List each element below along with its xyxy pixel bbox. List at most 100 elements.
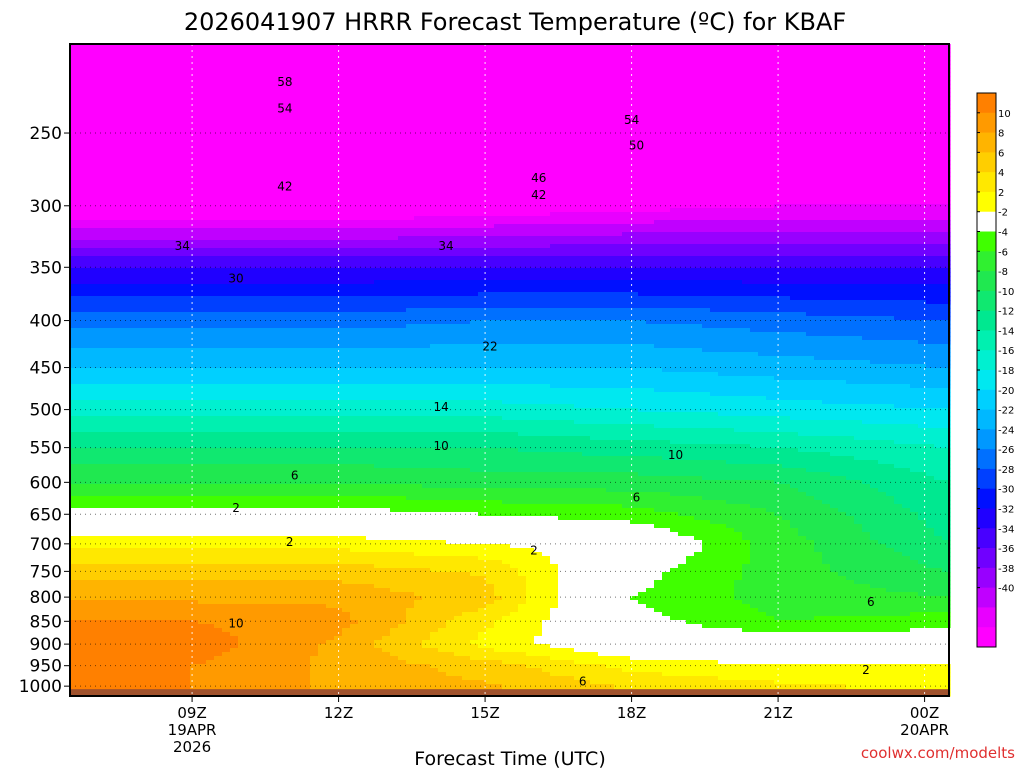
temperature-cell bbox=[318, 80, 327, 85]
temperature-cell bbox=[782, 80, 791, 85]
temperature-cell bbox=[582, 196, 591, 201]
temperature-cell bbox=[550, 176, 559, 181]
temperature-cell bbox=[574, 160, 583, 165]
temperature-cell bbox=[254, 56, 263, 61]
temperature-cell bbox=[622, 48, 631, 53]
temperature-cell bbox=[150, 128, 159, 133]
temperature-cell bbox=[438, 200, 447, 205]
temperature-cell bbox=[254, 212, 263, 217]
temperature-cell bbox=[902, 112, 911, 117]
temperature-cell bbox=[454, 156, 463, 161]
temperature-cell bbox=[158, 60, 167, 65]
temperature-cell bbox=[246, 64, 255, 69]
temperature-cell bbox=[774, 88, 783, 93]
temperature-cell bbox=[518, 92, 527, 97]
temperature-cell bbox=[270, 184, 279, 189]
temperature-cell bbox=[206, 160, 215, 165]
temperature-cell bbox=[246, 56, 255, 61]
temperature-cell bbox=[822, 148, 831, 153]
temperature-cell bbox=[174, 224, 183, 229]
temperature-cell bbox=[654, 104, 663, 109]
temperature-cell bbox=[790, 48, 799, 53]
temperature-cell bbox=[518, 160, 527, 165]
temperature-cell bbox=[326, 52, 335, 57]
temperature-cell bbox=[846, 200, 855, 205]
temperature-cell bbox=[718, 96, 727, 101]
temperature-cell bbox=[326, 64, 335, 69]
temperature-cell bbox=[486, 204, 495, 209]
temperature-cell bbox=[118, 140, 127, 145]
temperature-cell bbox=[262, 120, 271, 125]
temperature-cell bbox=[670, 196, 679, 201]
temperature-cell bbox=[478, 104, 487, 109]
temperature-cell bbox=[270, 120, 279, 125]
temperature-cell bbox=[126, 124, 135, 129]
temperature-cell bbox=[630, 132, 639, 137]
temperature-cell bbox=[438, 112, 447, 117]
temperature-cell bbox=[294, 76, 303, 81]
temperature-cell bbox=[174, 136, 183, 141]
temperature-cell bbox=[398, 184, 407, 189]
temperature-cell bbox=[190, 104, 199, 109]
temperature-cell bbox=[358, 92, 367, 97]
temperature-cell bbox=[670, 132, 679, 137]
temperature-cell bbox=[574, 156, 583, 161]
temperature-cell bbox=[854, 200, 863, 205]
temperature-cell bbox=[886, 88, 895, 93]
temperature-cell bbox=[542, 124, 551, 129]
temperature-cell bbox=[102, 224, 111, 229]
temperature-cell bbox=[534, 108, 543, 113]
temperature-cell bbox=[574, 176, 583, 181]
temperature-cell bbox=[358, 96, 367, 101]
temperature-cell bbox=[142, 148, 151, 153]
temperature-cell bbox=[742, 188, 751, 193]
temperature-cell bbox=[870, 88, 879, 93]
temperature-cell bbox=[398, 160, 407, 165]
temperature-cell bbox=[918, 136, 927, 141]
temperature-cell bbox=[454, 128, 463, 133]
temperature-cell bbox=[366, 212, 375, 217]
temperature-cell bbox=[582, 88, 591, 93]
temperature-cell bbox=[582, 76, 591, 81]
temperature-cell bbox=[278, 84, 287, 89]
temperature-cell bbox=[246, 208, 255, 213]
temperature-cell bbox=[342, 96, 351, 101]
temperature-cell bbox=[566, 84, 575, 89]
temperature-cell bbox=[646, 148, 655, 153]
temperature-cell bbox=[686, 200, 695, 205]
temperature-cell bbox=[366, 48, 375, 53]
temperature-cell bbox=[286, 220, 295, 225]
temperature-cell bbox=[630, 148, 639, 153]
temperature-cell bbox=[566, 56, 575, 61]
temperature-cell bbox=[606, 96, 615, 101]
temperature-cell bbox=[430, 120, 439, 125]
temperature-cell bbox=[214, 52, 223, 57]
temperature-cell bbox=[870, 164, 879, 169]
temperature-cell bbox=[302, 152, 311, 157]
temperature-cell bbox=[542, 72, 551, 77]
temperature-cell bbox=[542, 168, 551, 173]
temperature-cell bbox=[382, 168, 391, 173]
temperature-cell bbox=[598, 68, 607, 73]
temperature-cell bbox=[510, 184, 519, 189]
temperature-cell bbox=[742, 184, 751, 189]
temperature-cell bbox=[422, 168, 431, 173]
temperature-cell bbox=[206, 132, 215, 137]
temperature-cell bbox=[270, 84, 279, 89]
temperature-cell bbox=[582, 148, 591, 153]
temperature-cell bbox=[574, 52, 583, 57]
temperature-cell bbox=[286, 124, 295, 129]
temperature-cell bbox=[798, 168, 807, 173]
temperature-cell bbox=[670, 56, 679, 61]
temperature-cell bbox=[502, 172, 511, 177]
temperature-cell bbox=[942, 164, 951, 169]
temperature-cell bbox=[382, 164, 391, 169]
temperature-cell bbox=[142, 84, 151, 89]
temperature-cell bbox=[414, 112, 423, 117]
temperature-cell bbox=[86, 92, 95, 97]
temperature-cell bbox=[718, 144, 727, 149]
temperature-cell bbox=[806, 60, 815, 65]
temperature-cell bbox=[238, 220, 247, 225]
temperature-cell bbox=[934, 160, 943, 165]
temperature-cell bbox=[110, 84, 119, 89]
